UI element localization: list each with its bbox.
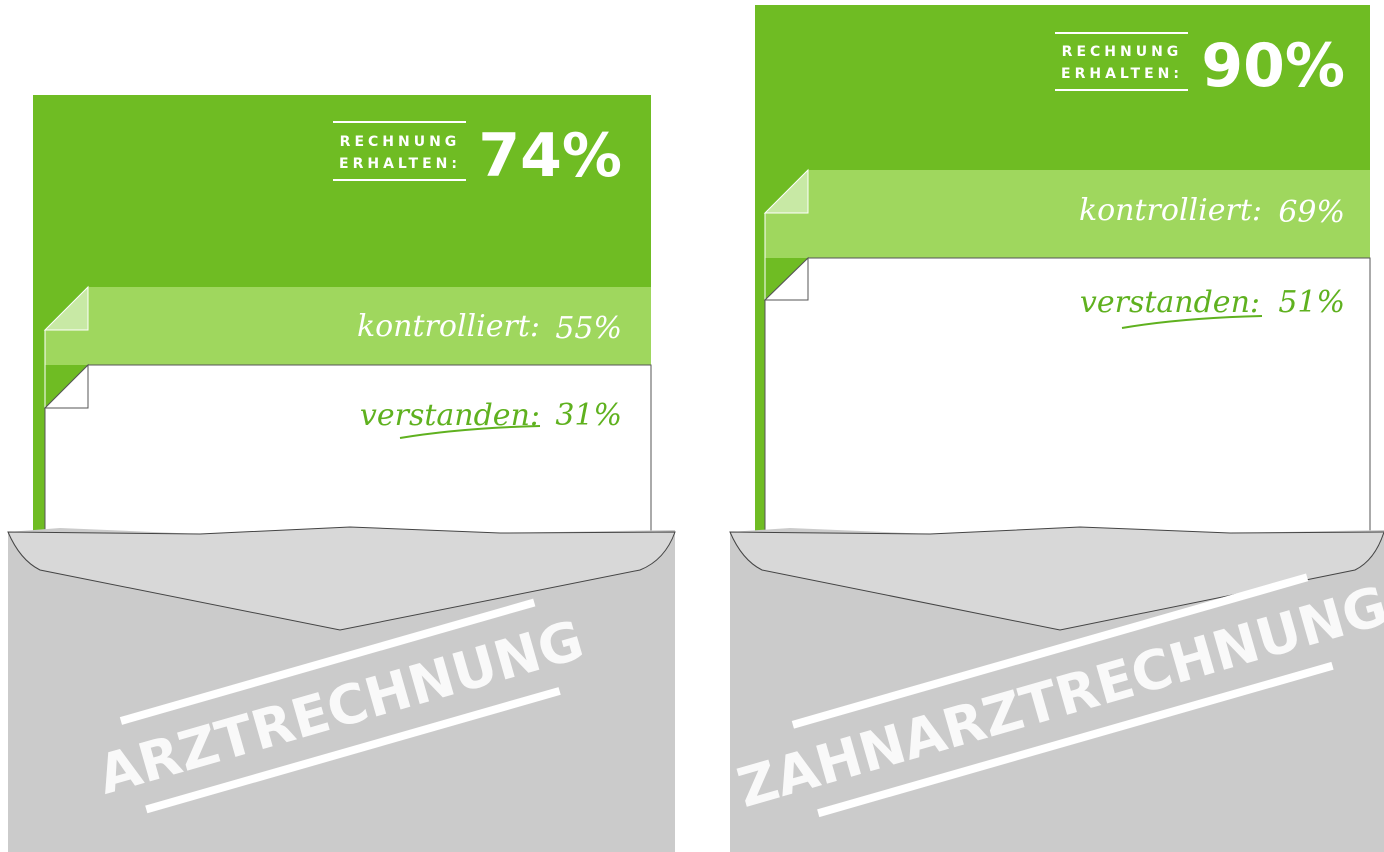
received-value: 74% xyxy=(478,121,622,191)
understood-label: verstanden: xyxy=(1080,285,1260,320)
checked-label: kontrolliert: xyxy=(1079,193,1262,228)
received-label: ERHALTEN: xyxy=(339,156,461,172)
understood-value: 51% xyxy=(1278,285,1345,320)
checked-label: kontrolliert: xyxy=(357,309,540,344)
checked-value: 69% xyxy=(1278,195,1345,230)
understood-sheet xyxy=(45,365,651,535)
received-label: RECHNUNG xyxy=(1062,44,1183,60)
understood-value: 31% xyxy=(555,398,622,433)
received-label: ERHALTEN: xyxy=(1061,66,1183,82)
received-label: RECHNUNG xyxy=(340,134,461,150)
panel: RECHNUNG ERHALTEN: 90% kontrolliert: 69%… xyxy=(726,5,1384,852)
infographic: RECHNUNG ERHALTEN: 74% kontrolliert: 55%… xyxy=(0,0,1384,852)
checked-value: 55% xyxy=(555,311,622,346)
panel: RECHNUNG ERHALTEN: 74% kontrolliert: 55%… xyxy=(8,95,675,852)
received-value: 90% xyxy=(1201,31,1345,101)
